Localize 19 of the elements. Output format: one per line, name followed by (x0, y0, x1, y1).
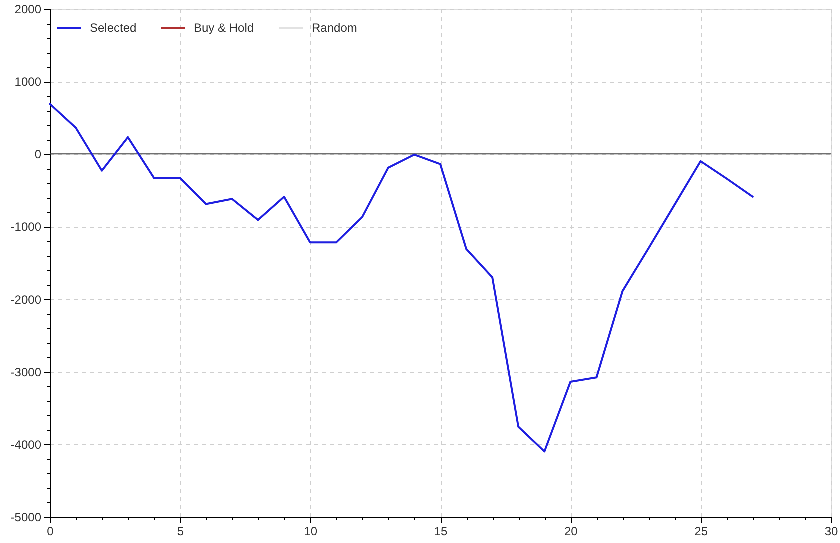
x-tick-label: 25 (694, 524, 708, 538)
x-tick-label: 30 (824, 524, 838, 538)
y-tick-label: -1000 (10, 220, 42, 234)
y-tick-label: 1000 (14, 75, 42, 90)
x-tick-label: 20 (564, 524, 578, 538)
line-series (49, 103, 754, 453)
x-tick-label: 0 (47, 524, 54, 538)
y-tick-label: -2000 (10, 292, 42, 307)
y-tick-label: -4000 (10, 438, 42, 452)
y-tick-label: -5000 (10, 510, 42, 524)
x-tick-label: 15 (434, 524, 448, 538)
legend-label: Random (312, 21, 358, 35)
y-tick-label: 0 (34, 148, 42, 162)
legend-label: Selected (90, 21, 137, 35)
legend-label: Buy & Hold (194, 21, 254, 35)
y-tick-label: 2000 (14, 2, 42, 16)
y-tick-label: -3000 (10, 365, 42, 380)
x-tick-label: 10 (304, 524, 318, 538)
x-tick-label: 5 (177, 524, 184, 538)
